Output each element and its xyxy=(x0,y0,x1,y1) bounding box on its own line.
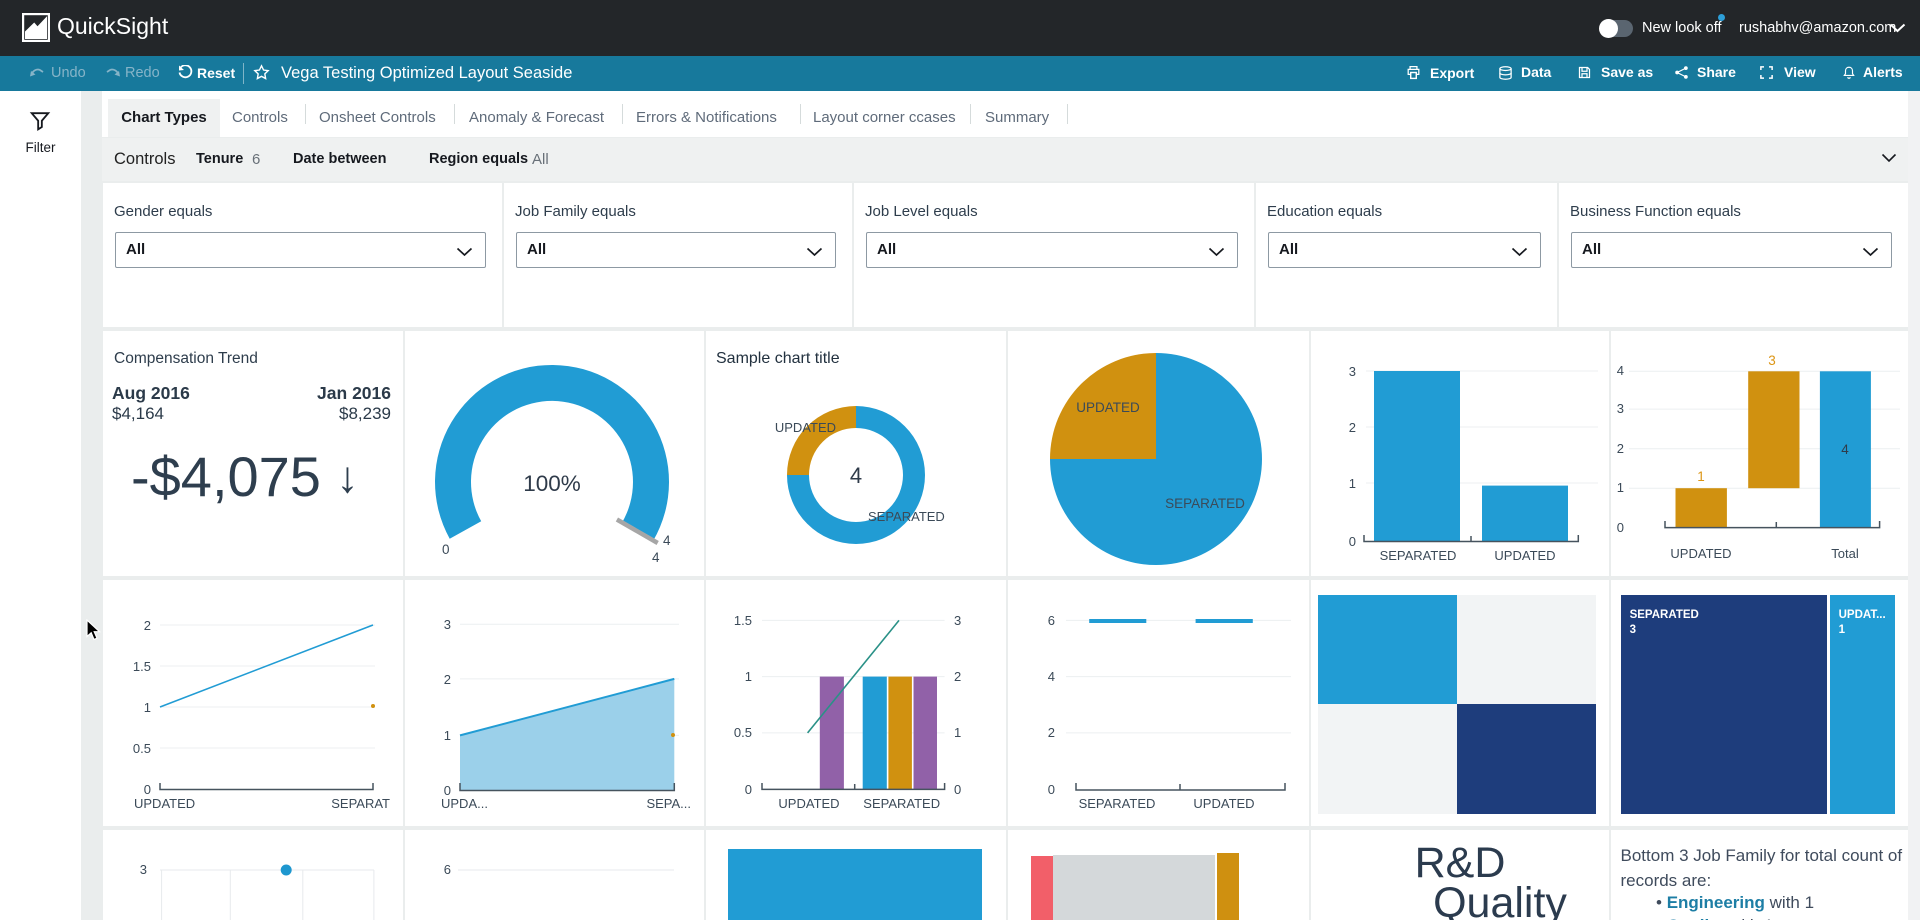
svg-text:0: 0 xyxy=(954,782,961,797)
svg-text:0: 0 xyxy=(1617,520,1624,535)
svg-text:SEPARATED: SEPARATED xyxy=(1380,548,1457,563)
svg-text:4: 4 xyxy=(663,533,671,548)
svg-text:2: 2 xyxy=(444,672,451,687)
svg-text:SEPARATED: SEPARATED xyxy=(1079,796,1156,811)
svg-text:1: 1 xyxy=(144,700,151,715)
svg-text:0: 0 xyxy=(442,542,450,557)
svg-text:3: 3 xyxy=(444,617,451,632)
svg-text:0: 0 xyxy=(1349,534,1356,549)
svg-text:1: 1 xyxy=(1349,476,1356,491)
svg-text:UPDATED: UPDATED xyxy=(778,796,839,811)
svg-text:3: 3 xyxy=(1349,364,1356,379)
svg-text:4: 4 xyxy=(1841,442,1849,457)
svg-text:2: 2 xyxy=(1349,420,1356,435)
svg-text:Total: Total xyxy=(1831,546,1859,561)
svg-text:0.5: 0.5 xyxy=(133,741,151,756)
svg-text:1.5: 1.5 xyxy=(133,659,151,674)
svg-text:4: 4 xyxy=(1617,363,1624,378)
svg-text:SEPARAT: SEPARAT xyxy=(331,796,390,811)
svg-text:SEPARATED: SEPARATED xyxy=(863,796,940,811)
svg-text:2: 2 xyxy=(1617,441,1624,456)
svg-text:3: 3 xyxy=(140,862,147,877)
svg-text:0: 0 xyxy=(745,782,752,797)
svg-text:UPDATED: UPDATED xyxy=(1076,400,1140,415)
svg-text:2: 2 xyxy=(1048,725,1055,740)
svg-text:4: 4 xyxy=(850,463,862,488)
svg-text:UPDATED: UPDATED xyxy=(1193,796,1254,811)
svg-text:UPDATED: UPDATED xyxy=(775,420,836,435)
svg-text:3: 3 xyxy=(1768,353,1776,368)
svg-text:4: 4 xyxy=(652,550,660,565)
svg-text:2: 2 xyxy=(954,669,961,684)
svg-text:1: 1 xyxy=(954,725,961,740)
svg-text:0: 0 xyxy=(444,783,451,798)
svg-text:6: 6 xyxy=(444,862,451,877)
svg-text:3: 3 xyxy=(954,613,961,628)
svg-text:1: 1 xyxy=(1697,469,1705,484)
svg-text:0.5: 0.5 xyxy=(734,725,752,740)
svg-text:100%: 100% xyxy=(523,471,581,496)
svg-text:1: 1 xyxy=(444,728,451,743)
svg-text:SEPA...: SEPA... xyxy=(646,796,691,811)
svg-text:3: 3 xyxy=(1617,401,1624,416)
svg-text:1: 1 xyxy=(1617,480,1624,495)
svg-text:UPDATED: UPDATED xyxy=(1670,546,1731,561)
svg-text:UPDA...: UPDA... xyxy=(441,796,488,811)
svg-text:6: 6 xyxy=(1048,613,1055,628)
svg-text:0: 0 xyxy=(144,782,151,797)
svg-text:2: 2 xyxy=(144,618,151,633)
svg-text:1: 1 xyxy=(745,669,752,684)
svg-text:0: 0 xyxy=(1048,782,1055,797)
svg-text:SEPARATED: SEPARATED xyxy=(1165,496,1245,511)
svg-text:SEPARATED: SEPARATED xyxy=(868,509,945,524)
svg-text:UPDATED: UPDATED xyxy=(1494,548,1555,563)
svg-text:UPDATED: UPDATED xyxy=(134,796,195,811)
svg-text:1.5: 1.5 xyxy=(734,613,752,628)
svg-text:4: 4 xyxy=(1048,669,1055,684)
